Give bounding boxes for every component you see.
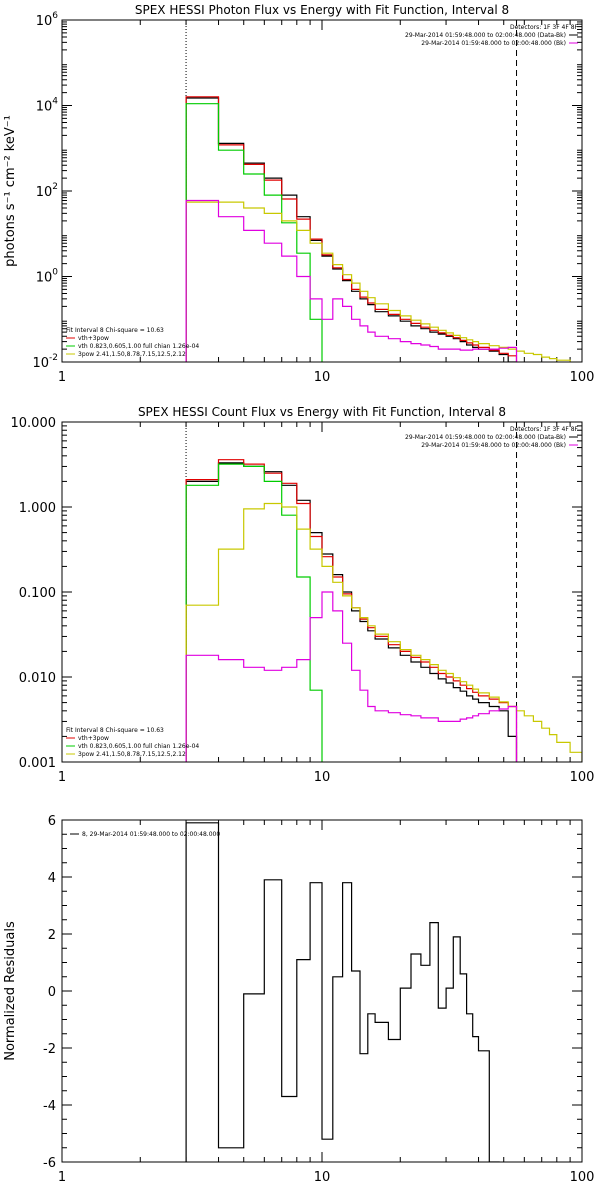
y-tick-label: 102 bbox=[36, 182, 58, 200]
y-axis-label: photons s⁻¹ cm⁻² keV⁻¹ bbox=[3, 115, 18, 267]
y-tick-label: 0.001 bbox=[19, 756, 56, 771]
series-line-1 bbox=[185, 462, 518, 762]
x-tick-label: 100 bbox=[570, 770, 595, 785]
legend-entry-text: 29-Mar-2014 01:59:48.000 to 02:00:48.000… bbox=[405, 434, 566, 441]
y-tick-label-exponent: -2 bbox=[49, 353, 58, 363]
plot-frame bbox=[61, 19, 583, 363]
x-tick-label: 100 bbox=[570, 1170, 595, 1185]
series-line-5 bbox=[185, 591, 518, 762]
legend-entry-text: 29-Mar-2014 01:59:48.000 to 02:00:48.000… bbox=[405, 32, 566, 39]
y-tick-label-exponent: 6 bbox=[52, 11, 58, 21]
y-tick-label: -4 bbox=[43, 1099, 56, 1114]
legend-entry-text: 3pow 2.41,1.50,8.78,7.15,12.5,2.12 bbox=[78, 751, 186, 758]
x-tick-label: 10 bbox=[314, 1170, 331, 1185]
series-line-5 bbox=[185, 199, 518, 362]
legend-entry-text: 29-Mar-2014 01:59:48.000 to 02:00:48.000… bbox=[421, 40, 566, 47]
plot-frame bbox=[61, 421, 583, 763]
y-tick-label-base: 4 bbox=[48, 871, 56, 886]
legend-entry-text: vth 0.823,0.605,1.00 full chian 1.26e-04 bbox=[78, 743, 199, 750]
series-line-2 bbox=[185, 459, 518, 762]
legend-entry-text: 8, 29-Mar-2014 01:59:48.000 to 02:00:48.… bbox=[82, 831, 220, 838]
legend-entry-text: Detectors: 1F 3F 4F 8F bbox=[510, 24, 579, 31]
y-tick-label-base: 0 bbox=[48, 985, 56, 1000]
y-tick-label-exponent: 4 bbox=[52, 97, 58, 107]
legend-entry-text: vth 0.823,0.605,1.00 full chian 1.26e-04 bbox=[78, 343, 199, 350]
x-tick-label: 1 bbox=[58, 1170, 66, 1185]
y-axis-label: Normalized Residuals bbox=[3, 921, 18, 1061]
y-tick-label: 0.100 bbox=[19, 586, 56, 601]
y-tick-label-base: 10 bbox=[36, 185, 53, 200]
series-line-3 bbox=[185, 103, 323, 362]
y-tick-label: 2 bbox=[48, 928, 56, 943]
x-tick-label: 1 bbox=[58, 770, 66, 785]
y-tick-label: 1.000 bbox=[19, 501, 56, 516]
legend-entry-text: vth+3pow bbox=[78, 735, 109, 742]
chart-2: SPEX HESSI Count Flux vs Energy with Fit… bbox=[11, 405, 595, 785]
series-line-4 bbox=[185, 201, 571, 362]
y-tick-label-base: -2 bbox=[43, 1042, 56, 1057]
chart-title: SPEX HESSI Photon Flux vs Energy with Fi… bbox=[135, 3, 509, 17]
series-group bbox=[185, 822, 500, 1162]
y-tick-label-base: 2 bbox=[48, 928, 56, 943]
chart-title: SPEX HESSI Count Flux vs Energy with Fit… bbox=[138, 405, 506, 419]
x-tick-label: 10 bbox=[314, 370, 331, 385]
series-line-1 bbox=[185, 822, 500, 1162]
y-tick-label-base: 0.001 bbox=[19, 756, 56, 771]
chart-1: SPEX HESSI Photon Flux vs Energy with Fi… bbox=[3, 3, 594, 385]
y-tick-label-base: 10 bbox=[36, 271, 53, 286]
y-tick-label-base: 0.100 bbox=[19, 586, 56, 601]
series-group bbox=[185, 96, 571, 362]
y-tick-label: 104 bbox=[36, 97, 59, 115]
y-tick-label-base: -6 bbox=[43, 1156, 56, 1171]
y-tick-label-exponent: 2 bbox=[52, 182, 58, 192]
chart-3: Normalized Residuals 1 10 100 -6 -4 -2 0 2 4 6 8, 2… bbox=[3, 814, 594, 1185]
y-tick-label: 100 bbox=[36, 268, 59, 286]
y-tick-label: 0.010 bbox=[19, 671, 56, 686]
x-tick-label: 10 bbox=[314, 770, 331, 785]
x-tick-label: 100 bbox=[570, 370, 595, 385]
y-tick-label-base: 10 bbox=[36, 100, 53, 115]
legend-entry-text: Fit Interval 8 Chi-square = 10.63 bbox=[66, 327, 164, 334]
legend-entry-text: vth+3pow bbox=[78, 335, 109, 342]
y-tick-label-base: 10.000 bbox=[11, 416, 57, 431]
y-tick-label: 4 bbox=[48, 871, 56, 886]
legend-entry-text: Detectors: 1F 3F 4F 8F bbox=[510, 426, 579, 433]
y-tick-label: 10-2 bbox=[32, 353, 58, 371]
y-tick-label: 6 bbox=[48, 814, 56, 829]
plot-frame bbox=[61, 819, 583, 1163]
y-tick-label: -6 bbox=[43, 1156, 56, 1171]
y-tick-label-base: 10 bbox=[36, 14, 53, 29]
series-line-4 bbox=[185, 502, 582, 762]
series-line-1 bbox=[185, 97, 518, 362]
series-line-2 bbox=[185, 96, 518, 362]
y-tick-label: 106 bbox=[36, 11, 59, 29]
y-tick-label: 0 bbox=[48, 985, 56, 1000]
y-tick-label-exponent: 0 bbox=[52, 268, 58, 278]
y-tick-label-base: -4 bbox=[43, 1099, 56, 1114]
legend-entry-text: Fit Interval 8 Chi-square = 10.63 bbox=[66, 727, 164, 734]
y-tick-label: 10.000 bbox=[11, 416, 57, 431]
y-tick-label-base: 10 bbox=[32, 356, 49, 371]
y-tick-label: -2 bbox=[43, 1042, 56, 1057]
x-tick-label: 1 bbox=[58, 370, 66, 385]
legend-entry-text: 29-Mar-2014 01:59:48.000 to 02:00:48.000… bbox=[421, 442, 566, 449]
legend-entry-text: 3pow 2.41,1.50,8.78,7.15,12.5,2.12 bbox=[78, 351, 186, 358]
y-tick-label-base: 1.000 bbox=[19, 501, 56, 516]
y-tick-label-base: 0.010 bbox=[19, 671, 56, 686]
series-group bbox=[185, 459, 582, 762]
y-tick-label-base: 6 bbox=[48, 814, 56, 829]
